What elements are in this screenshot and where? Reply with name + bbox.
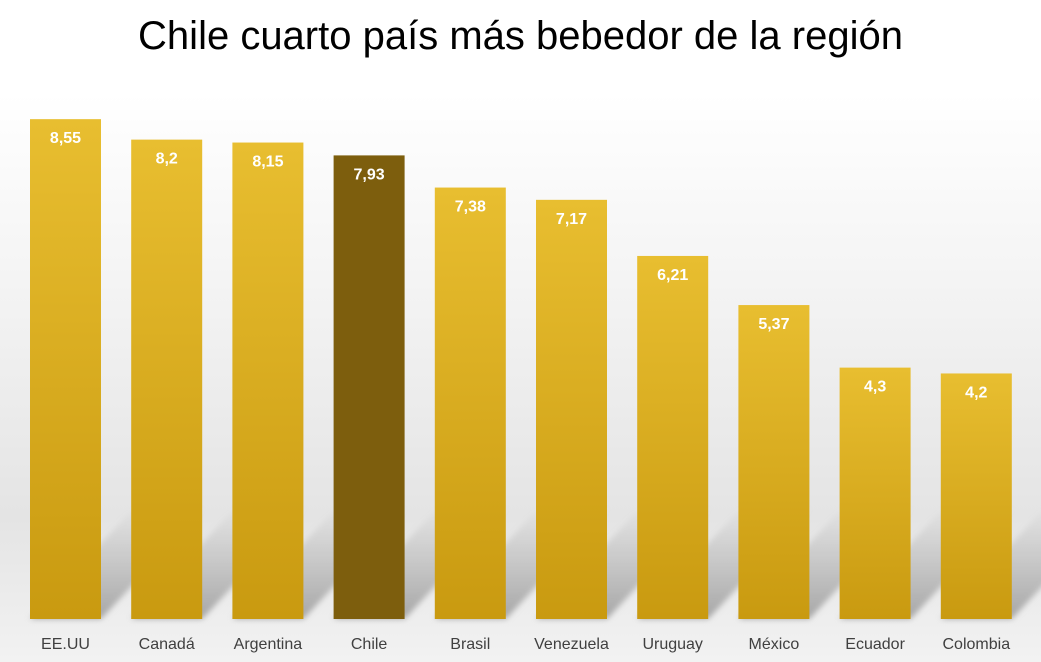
bar-ecuador [839, 367, 911, 619]
category-label: México [749, 636, 800, 653]
bar-value-label: 7,38 [455, 199, 486, 216]
value-labels: 8,55 8,2 8,15 7,93 7,38 7,17 6,21 5,37 4,3 4,2 [50, 130, 988, 401]
bar-value-label: 8,2 [156, 151, 178, 168]
category-label: Uruguay [642, 636, 702, 653]
category-labels: EE.UU Canadá Argentina Chile Brasil Venezuela… [41, 636, 1010, 653]
bar-value-label: 4,2 [965, 384, 987, 401]
category-label: Colombia [943, 636, 1011, 653]
category-label: EE.UU [41, 636, 90, 653]
category-label: Chile [351, 636, 388, 653]
bar-colombia [940, 373, 1012, 619]
bar-value-label: 6,21 [657, 267, 688, 284]
bar-canadá [131, 139, 203, 619]
bar-value-label: 8,15 [252, 154, 283, 171]
bar-chile [333, 155, 405, 619]
bar-value-label: 5,37 [758, 316, 789, 333]
bars [30, 119, 1012, 620]
category-label: Ecuador [845, 636, 905, 653]
category-label: Venezuela [534, 636, 609, 653]
bar-argentina [232, 142, 304, 620]
bar-méxico [738, 305, 810, 619]
bar-brasil [434, 187, 506, 620]
category-label: Brasil [450, 636, 490, 653]
category-label: Canadá [139, 636, 195, 653]
bar-value-label: 7,93 [354, 166, 385, 183]
bar-value-label: 7,17 [556, 211, 587, 228]
bar-uruguay [637, 255, 709, 619]
bar-value-label: 4,3 [864, 379, 886, 396]
bar-venezuela [536, 199, 607, 620]
bar-ee-uu [30, 119, 101, 620]
bar-value-label: 8,55 [50, 130, 81, 147]
chart-title: Chile cuarto país más bebedor de la regi… [138, 14, 903, 58]
category-label: Argentina [234, 636, 303, 653]
